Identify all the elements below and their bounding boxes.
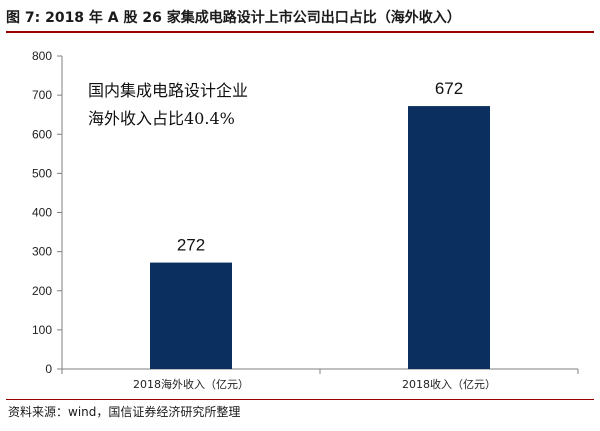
- bar-value-label: 672: [435, 79, 463, 98]
- source-divider: [6, 399, 594, 400]
- y-tick-label: 800: [32, 49, 52, 63]
- bar-value-label: 272: [177, 236, 205, 255]
- y-tick-label: 200: [32, 284, 52, 298]
- annotation-line-1: 国内集成电路设计企业: [88, 81, 248, 100]
- y-tick-label: 600: [32, 127, 52, 141]
- bar: [150, 262, 232, 369]
- x-category-label: 2018收入（亿元）: [402, 377, 496, 391]
- y-tick-label: 0: [45, 362, 52, 376]
- annotation-line-2: 海外收入占比40.4%: [88, 109, 235, 128]
- source-note: 资料来源：wind，国信证券经济研究所整理: [8, 405, 241, 419]
- x-category-label: 2018海外收入（亿元）: [133, 377, 249, 391]
- y-tick-label: 400: [32, 206, 52, 220]
- bar-chart: 0 100 200 300 400 500 600 700 800 2018海外收入（亿元） 201…: [32, 49, 579, 391]
- y-tick-label: 500: [32, 166, 52, 180]
- axes: 0 100 200 300 400 500 600 700 800 2018海外收入（亿元） 201…: [32, 49, 579, 391]
- y-tick-label: 300: [32, 245, 52, 259]
- y-tick-label: 100: [32, 323, 52, 337]
- figure-title: 图 7: 2018 年 A 股 26 家集成电路设计上市公司出口占比（海外收入）: [6, 10, 461, 26]
- data-labels: 272 672: [177, 79, 463, 255]
- bar: [408, 106, 490, 369]
- bars: [150, 106, 490, 369]
- title-divider: [6, 31, 594, 33]
- y-tick-label: 700: [32, 88, 52, 102]
- annotation: 国内集成电路设计企业 海外收入占比40.4%: [88, 81, 248, 128]
